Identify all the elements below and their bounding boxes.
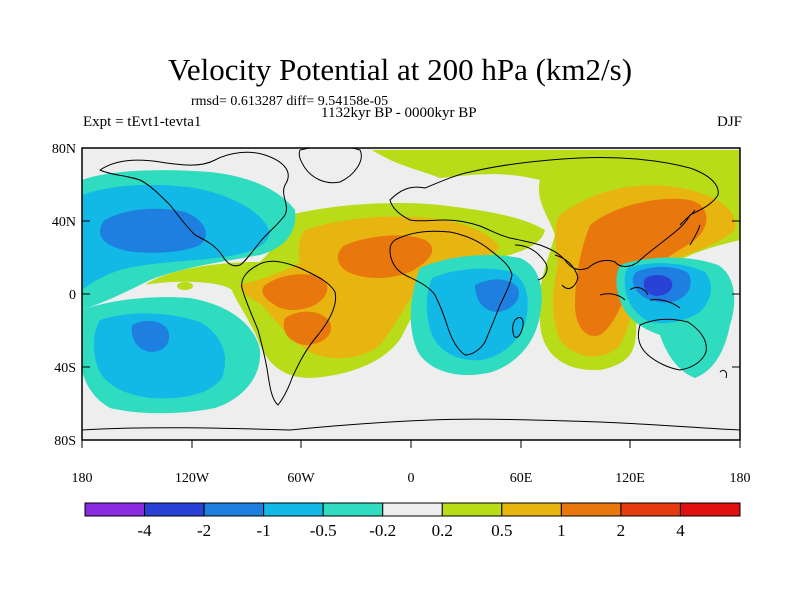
- lon-ticks: [81, 440, 741, 448]
- lat-label-0: 0: [69, 288, 76, 303]
- colorbar-label: 0.2: [432, 521, 453, 540]
- stats-label: rmsd= 0.613287 diff= 9.54158e-05: [191, 94, 389, 109]
- colorbar-swatch: [84, 502, 146, 517]
- lon-label-60w: 60W: [287, 471, 315, 486]
- colorbar-swatch: [620, 502, 681, 517]
- colorbar-swatch: [203, 502, 265, 517]
- colorbar-swatch: [679, 502, 741, 517]
- colorbar-label: 1: [557, 521, 566, 540]
- lon-label-180e: 180: [730, 471, 751, 486]
- map-title: Velocity Potential at 200 hPa (km2/s): [167, 52, 633, 87]
- level-neg2-neg1: [100, 208, 691, 352]
- period-label: 1132kyr BP - 0000kyr BP: [321, 105, 477, 121]
- colorbar-swatch: [382, 502, 443, 517]
- colorbar-swatch: [441, 502, 503, 517]
- lat-label-80s: 80S: [54, 434, 76, 449]
- colorbar-label: -1: [257, 521, 271, 540]
- contour-fill: [82, 148, 740, 431]
- colorbar-label: -4: [137, 521, 152, 540]
- lon-label-120e: 120E: [615, 471, 645, 486]
- colorbar-swatch: [263, 502, 324, 517]
- lat-label-40s: 40S: [54, 361, 76, 376]
- colorbar-label: 0.5: [491, 521, 512, 540]
- experiment-label: Expt = tEvt1-tevta1: [83, 114, 202, 130]
- level-small-patch: [177, 282, 193, 290]
- colorbar-label: 4: [676, 521, 685, 540]
- lon-label-120w: 120W: [175, 471, 210, 486]
- level-neg4-neg2: [643, 274, 673, 296]
- lat-ticks: [82, 147, 740, 441]
- lon-label-180w: 180: [72, 471, 93, 486]
- colorbar-label: 2: [617, 521, 626, 540]
- colorbar-label: -0.2: [369, 521, 396, 540]
- lon-label-0: 0: [408, 471, 415, 486]
- colorbar-label: -2: [197, 521, 211, 540]
- lon-label-60e: 60E: [510, 471, 533, 486]
- colorbar-label: -0.5: [310, 521, 337, 540]
- colorbar-swatch: [144, 502, 205, 517]
- lat-label-80n: 80N: [52, 142, 76, 157]
- colorbar-swatch: [322, 502, 384, 517]
- colorbar-swatch: [501, 502, 562, 517]
- season-label: DJF: [716, 114, 742, 130]
- lat-label-40n: 40N: [52, 215, 76, 230]
- colorbar: -4 -2 -1 -0.5 -0.2 0.2 0.5 1 2 4: [84, 502, 741, 540]
- colorbar-swatch: [560, 502, 622, 517]
- coastlines: [82, 148, 740, 431]
